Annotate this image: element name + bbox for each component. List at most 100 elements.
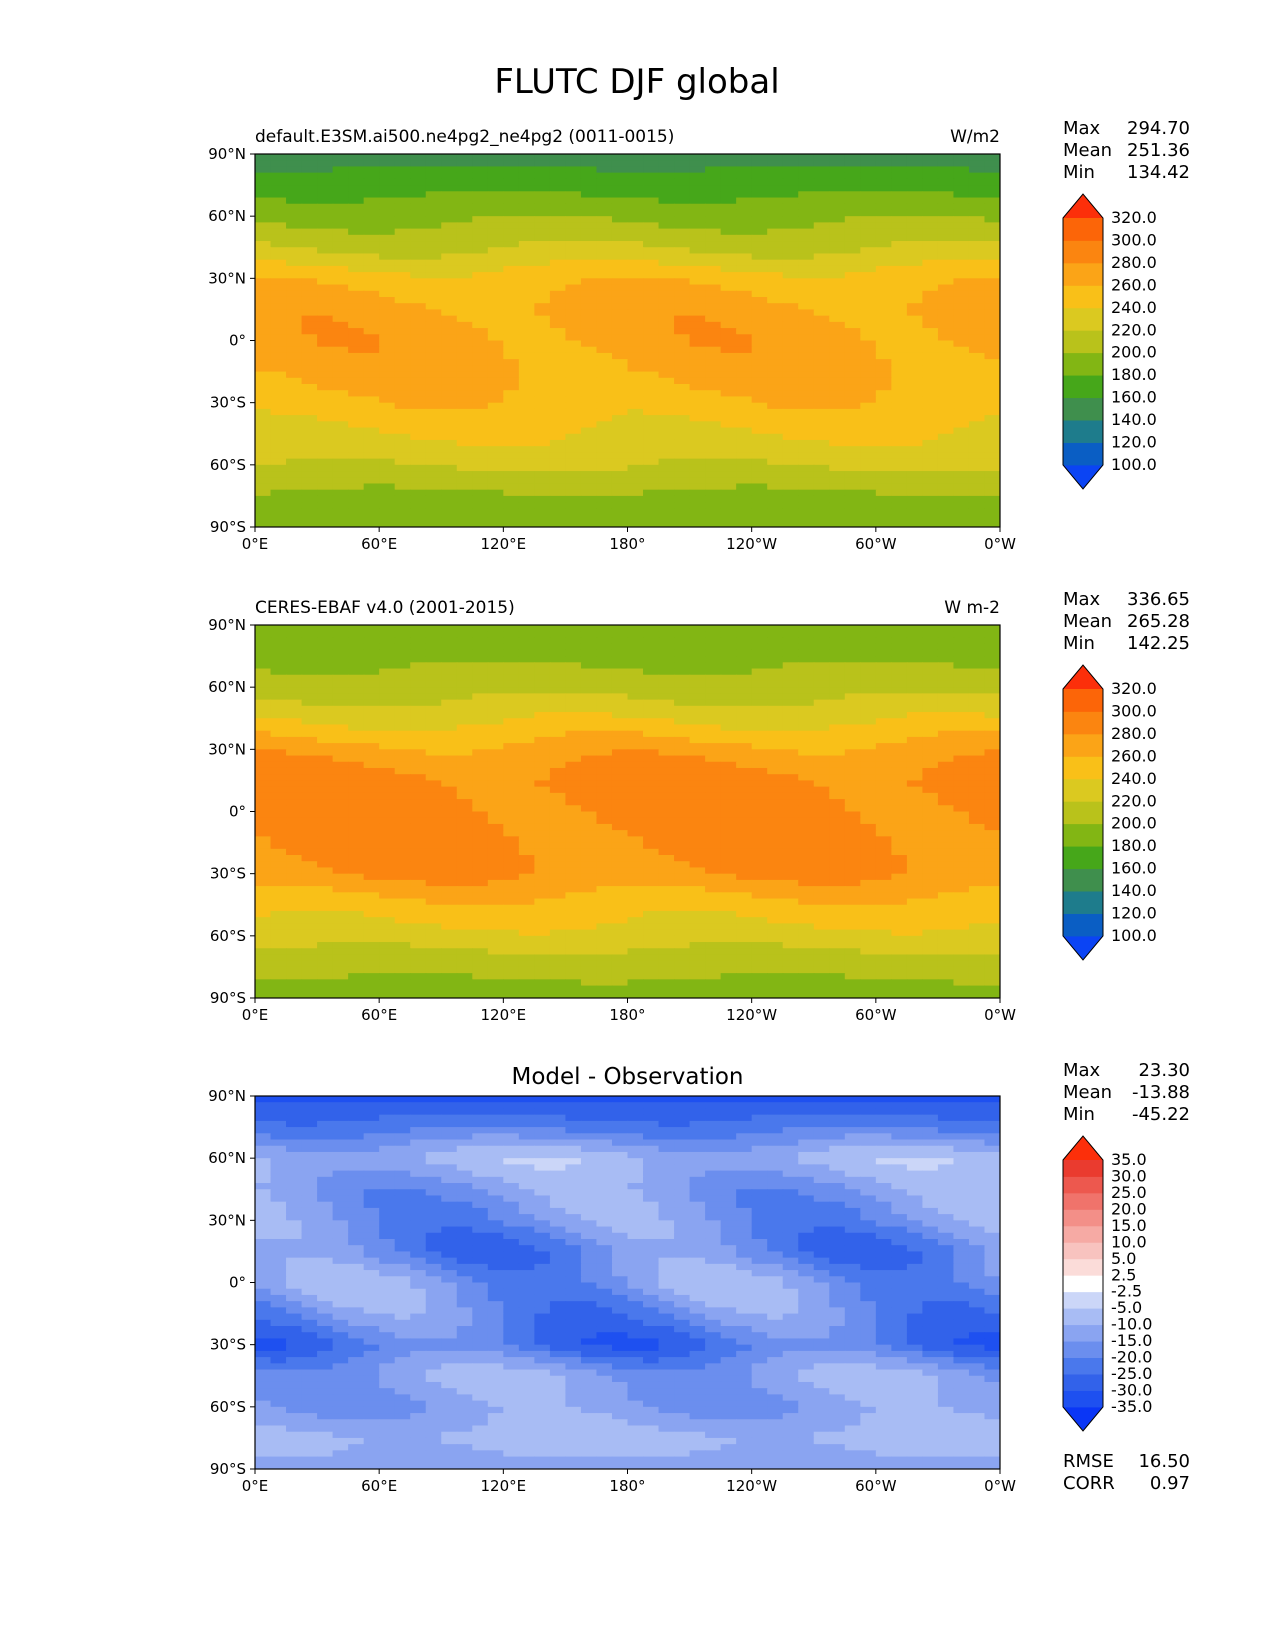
map-cell [829, 780, 846, 788]
map-cell [379, 272, 396, 279]
map-cell [441, 508, 458, 516]
map-cell [844, 427, 861, 435]
map-cell [937, 296, 955, 304]
map-cell [937, 508, 955, 516]
map-cell [736, 643, 753, 651]
map-cell [705, 668, 722, 676]
map-cell [968, 736, 986, 744]
map-cell [456, 172, 473, 180]
map-cell [348, 786, 365, 794]
map-cell [751, 774, 768, 782]
map-cell [627, 855, 644, 862]
colorbar-swatch [1063, 285, 1103, 309]
map-cell [937, 290, 955, 298]
map-cell [844, 446, 861, 453]
map-cell [518, 502, 535, 509]
map-cell [627, 458, 644, 466]
map-cell [410, 446, 427, 453]
map-cell [317, 247, 334, 255]
map-cell [270, 873, 287, 881]
map-cell [410, 464, 427, 472]
map-cell [549, 830, 567, 837]
map-cell [534, 216, 551, 223]
map-cell [860, 377, 877, 385]
map-cell [580, 693, 598, 701]
map-cell [844, 680, 861, 688]
map-cell [456, 464, 473, 472]
map-cell [425, 508, 442, 516]
map-cell [643, 247, 660, 255]
map-cell [720, 197, 737, 205]
map-cell [627, 471, 644, 478]
map-cell [844, 471, 861, 478]
map-cell [829, 290, 846, 298]
map-cell [875, 197, 892, 205]
map-cell [286, 359, 303, 366]
map-cell [860, 705, 877, 713]
map-cell [317, 352, 334, 360]
map-cell [736, 730, 753, 738]
map-cell [456, 253, 473, 261]
map-cell [875, 216, 892, 223]
map-cell [456, 693, 473, 701]
map-cell [596, 352, 613, 360]
map-cell [580, 662, 598, 670]
map-cell [891, 172, 908, 180]
map-cell [301, 830, 318, 837]
map-cell [751, 830, 768, 837]
map-cell [798, 446, 815, 453]
map-cell [565, 433, 582, 441]
map-cell [984, 334, 1000, 342]
map-cell [891, 625, 908, 632]
map-cell [363, 178, 380, 186]
map-cell [394, 668, 411, 676]
map-cell [844, 861, 861, 869]
map-cell [798, 724, 815, 732]
map-cell [705, 625, 722, 632]
map-cell [332, 489, 349, 497]
map-cell [751, 234, 768, 242]
map-cell [875, 477, 892, 485]
map-cell [317, 197, 334, 205]
map-cell [286, 160, 303, 168]
map-cell [255, 415, 272, 422]
map-cell [922, 495, 939, 503]
map-cell [317, 886, 334, 893]
map-cell [705, 272, 722, 279]
map-cell [379, 433, 396, 441]
map-cell [720, 502, 737, 509]
map-cell [798, 334, 815, 342]
map-cell [301, 693, 318, 701]
map-cell [363, 520, 380, 527]
map-cell [317, 421, 334, 429]
map-cell [875, 253, 892, 261]
map-cell [844, 222, 861, 230]
map-cell [767, 792, 784, 800]
map-cell [425, 421, 442, 429]
map-cell [503, 792, 520, 800]
map-cell [332, 247, 349, 255]
map-cell [487, 780, 504, 788]
map-cell [689, 502, 706, 509]
map-cell [317, 234, 334, 242]
map-cell [844, 178, 861, 186]
map-cell [379, 185, 396, 192]
map-cell [798, 209, 815, 217]
map-cell [503, 272, 520, 279]
map-cell [658, 359, 675, 366]
map-cell [611, 265, 629, 273]
map-cell [518, 705, 535, 713]
map-cell [363, 502, 380, 509]
map-cell [441, 216, 458, 223]
map-cell [643, 761, 660, 769]
map-cell [953, 495, 970, 503]
map-cell [425, 625, 442, 632]
map-cell [922, 253, 939, 261]
map-cell [472, 328, 489, 335]
map-cell [503, 228, 520, 236]
map-cell [441, 346, 458, 354]
map-cell [968, 712, 986, 719]
map-cell [751, 315, 768, 323]
map-cell [829, 334, 846, 342]
map-cell [875, 272, 892, 279]
